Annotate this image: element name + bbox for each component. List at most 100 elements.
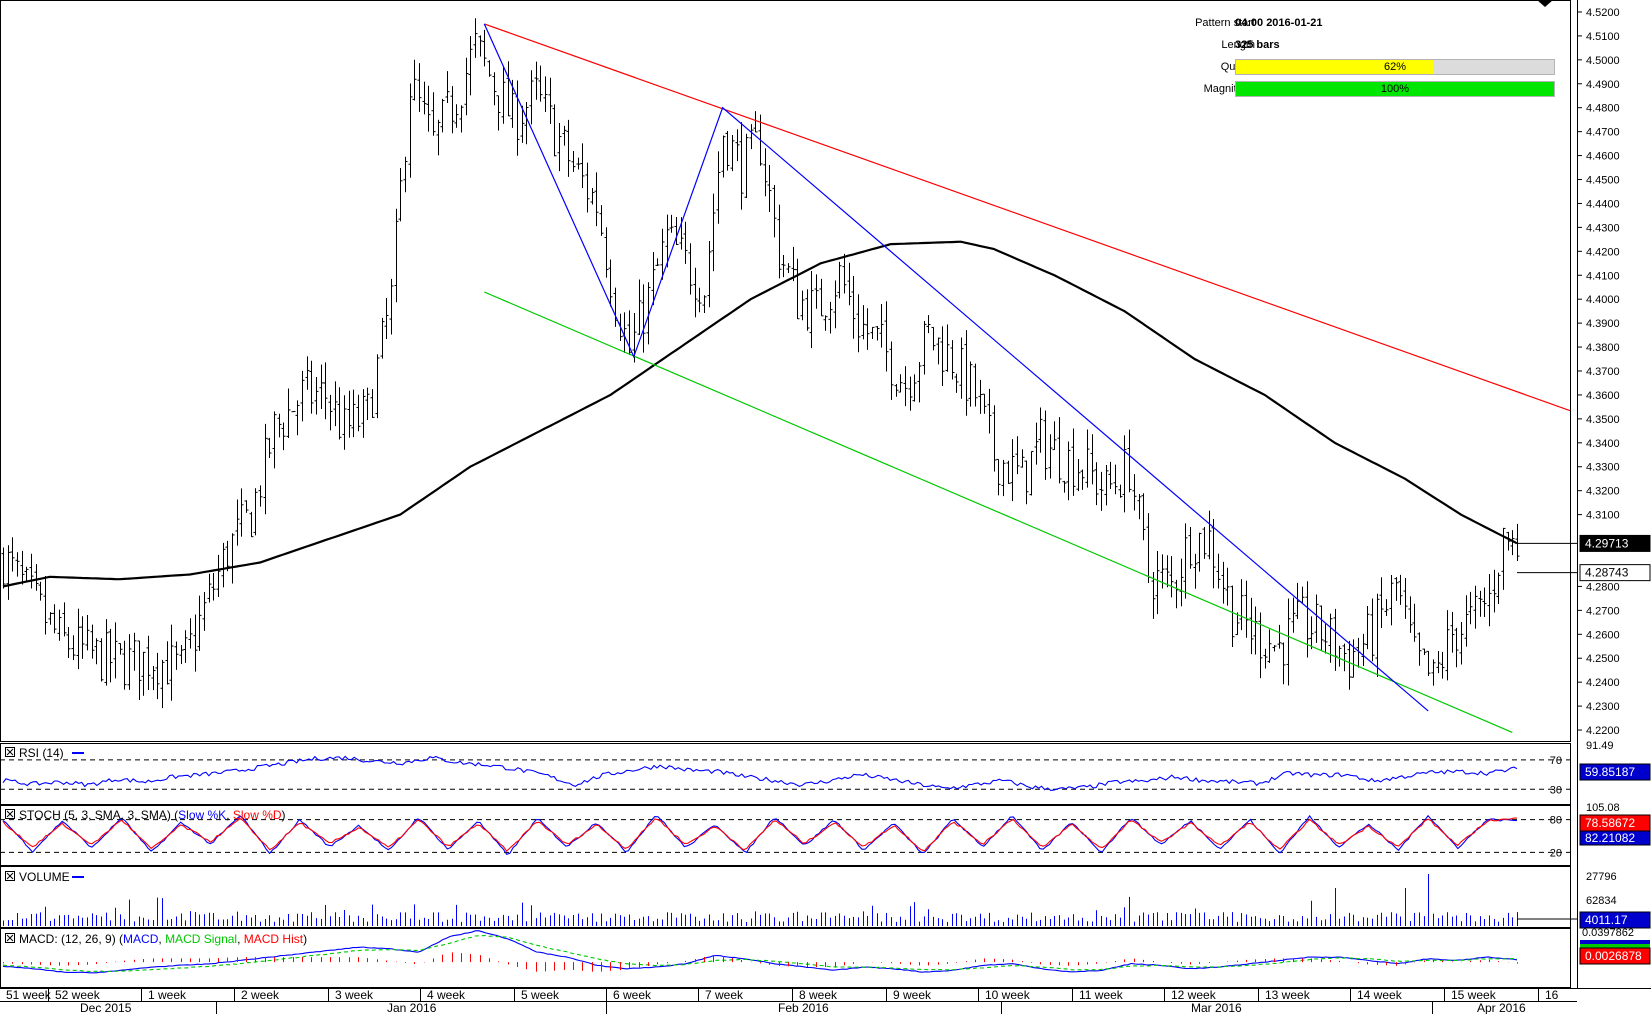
ohlc-bar [169,624,174,701]
price-tick-label: 4.2300 [1586,701,1620,713]
ohlc-bar [814,274,819,309]
price-tick-label: 4.2800 [1586,581,1620,593]
week-label: 4 week [427,988,466,1002]
ohlc-bar [908,376,913,411]
quality-bar-text: 62% [1383,61,1407,73]
ohlc-bar [431,92,436,136]
ohlc-bar [940,326,945,386]
stoch-title[interactable]: STOCH (5, 3, SMA, 3, SMA) (Slow %K, Slow… [5,808,286,822]
ohlc-bar [1211,518,1216,589]
ohlc-bar [300,370,305,422]
magnitude-bar: 100% [1235,81,1555,97]
ohlc-bar [1440,651,1445,679]
ohlc-bar [1379,577,1384,629]
macd-title-text: MACD: (12, 26, 9) (MACD, MACD Signal, MA… [19,932,307,946]
ohlc-bar [118,643,123,655]
macd-close-icon-b [6,934,14,942]
ohlc-bar [599,205,604,236]
stoch-k-label: 78.58672 [1585,816,1635,830]
ohlc-bar [1263,648,1268,669]
price-label-box [1579,534,1651,552]
ohlc-bar [833,280,838,329]
macd-title-main: MACD: (12, 26, 9) [19,932,116,946]
ohlc-bar [85,615,90,651]
ohlc-bar [127,634,132,690]
stoch-legend-k: Slow %K [178,808,226,822]
ohlc-bar [1085,429,1090,488]
quality-row: Quality 62% [1155,58,1575,80]
ohlc-bar [309,360,314,414]
ohlc-bar [1062,480,1067,493]
ohlc-bar [1052,421,1057,451]
week-label: 11 week [1079,988,1124,1002]
ohlc-bar [1267,629,1272,663]
volume-close-icon-b [6,872,14,880]
ohlc-bar [917,361,922,403]
ohlc-bar [1253,606,1258,655]
rsi-title[interactable]: RSI (14) [5,746,85,760]
ohlc-bar [1487,574,1492,627]
ohlc-bar [1450,611,1455,653]
ohlc-bar [1127,429,1132,493]
ohlc-bar [1,547,6,589]
ohlc-bar [608,259,613,307]
ohlc-bar [936,337,941,365]
ohlc-bar [482,29,487,67]
ohlc-bar [889,341,894,400]
ohlc-bar [258,485,263,507]
macd-legend-hist: MACD Hist [244,932,304,946]
support-trendline [484,291,1513,733]
ohlc-bar [394,208,399,303]
ohlc-bar [1417,632,1422,666]
ohlc-bar [440,98,445,133]
ohlc-bar [108,628,113,683]
ohlc-bar [422,81,427,115]
macd-macd-swatch [1580,940,1650,944]
rsi-level-label: 30 [1550,784,1562,796]
ohlc-bar [786,263,791,273]
macd-legend-macd: MACD [123,932,159,946]
ohlc-bar [468,36,473,96]
scroll-marker-icon[interactable] [1537,0,1553,7]
ohlc-bar [903,366,908,407]
ohlc-bar [1225,567,1230,606]
ohlc-bar [1169,556,1174,598]
stoch-panel[interactable] [0,805,1571,866]
ohlc-bar [1365,606,1370,650]
indicator-titles: RSI (14) STOCH (5, 3, SMA, 3, SMA) (Slow… [5,746,308,946]
macd-title[interactable]: MACD: (12, 26, 9) (MACD, MACD Signal, MA… [5,932,308,946]
price-tick-label: 4.3600 [1586,390,1620,402]
macd-panel[interactable] [0,928,1571,988]
ohlc-bar [809,270,814,349]
ohlc-bar [1146,513,1151,583]
ohlc-bar [1179,558,1184,607]
ohlc-bar [501,65,506,124]
macd-layer: 0.0397862 0.0026878 [2,927,1651,974]
volume-title[interactable]: VOLUME [5,870,85,884]
ohlc-bar [351,389,356,438]
rsi-plot [0,755,1570,791]
week-label: 1 week [148,988,187,1002]
length-value: 325 bars [1235,39,1280,51]
ohlc-bar [1080,469,1085,490]
ohlc-bar [1202,527,1207,559]
ohlc-bar [655,258,660,266]
price-label-text: 4.28743 [1585,566,1629,580]
ohlc-bar [1071,428,1076,496]
price-panel[interactable] [0,0,1571,742]
ohlc-bar [968,361,973,407]
volume-panel[interactable] [0,866,1571,928]
ohlc-bar [244,500,249,513]
ohlc-bar [1244,580,1249,638]
ohlc-bar [146,635,151,690]
ohlc-bar [459,105,464,133]
ohlc-bar [52,604,57,634]
ohlc-bar [1272,645,1277,652]
ohlc-bar [856,294,861,353]
ohlc-bar [1155,551,1160,615]
ohlc-bar [1029,450,1034,496]
price-tick-label: 4.4100 [1586,270,1620,282]
macd-histogram [3,952,1518,972]
ohlc-bar [337,387,342,440]
rsi-panel[interactable] [0,743,1571,805]
